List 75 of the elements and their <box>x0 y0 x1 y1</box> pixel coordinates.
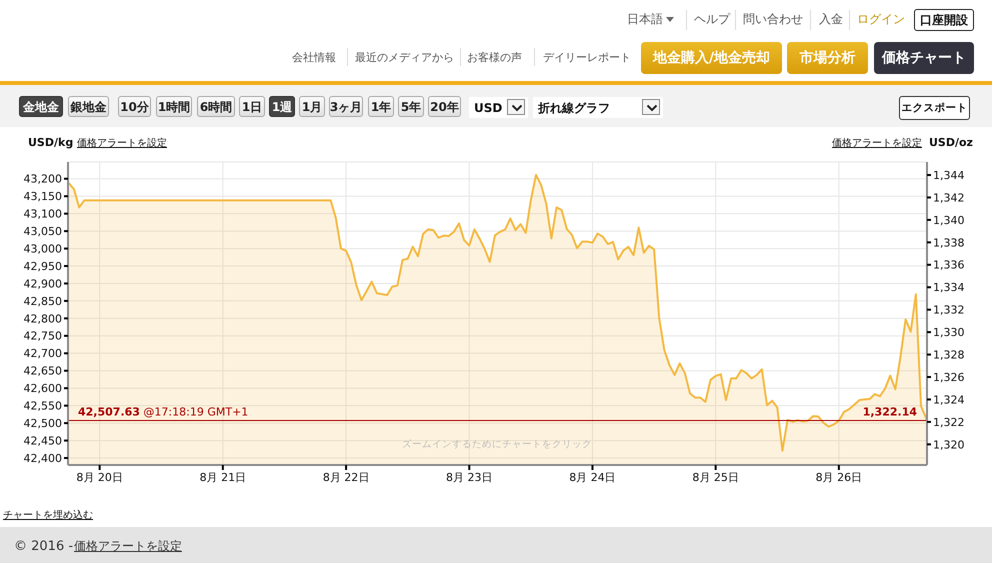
y2-tick-label: 1,324 <box>933 393 964 406</box>
x-tick-label: 8月 20日 <box>76 470 123 484</box>
y-tick-label: 42,950 <box>24 260 62 273</box>
y-tick-label: 42,600 <box>24 382 62 396</box>
text: 価格アラートを設定 <box>832 137 922 151</box>
y2-tick-label: 1,344 <box>933 168 964 182</box>
annotation: ズームインするためにチャートをクリック <box>402 438 592 452</box>
text: お客様の声 <box>467 50 522 65</box>
x-tick-label: 8月 23日 <box>446 470 493 484</box>
x-tick-label: 8月 21日 <box>200 470 246 484</box>
y-tick-label: 43,050 <box>24 225 62 238</box>
y-tick-label: 42,800 <box>24 312 62 326</box>
text: 20年 <box>428 96 461 117</box>
text: © 2016 - <box>14 538 74 554</box>
text: 入金 <box>819 11 843 27</box>
text: 価格アラートを設定 <box>74 538 182 554</box>
text: 1週 <box>269 96 295 117</box>
text: デイリーレポート <box>543 50 631 65</box>
text: 最近のメディアから <box>355 50 454 65</box>
text: 3ヶ月 <box>329 96 363 117</box>
y-tick-label: 43,150 <box>24 190 62 204</box>
text: 6時間 <box>197 96 235 117</box>
text: ログイン <box>857 11 905 27</box>
text: 1月 <box>299 96 325 117</box>
text: チャートを埋め込む <box>3 509 93 523</box>
y-tick-label: 43,200 <box>24 172 62 186</box>
y2-tick-label: 1,336 <box>933 258 964 272</box>
y2-tick-label: 1,334 <box>933 281 964 294</box>
y-tick-label: 43,000 <box>24 242 62 256</box>
y-tick-label: 42,750 <box>24 330 62 343</box>
y2-tick-label: 1,326 <box>933 370 964 384</box>
text: 価格チャート <box>874 42 974 74</box>
text: 10分 <box>118 96 151 117</box>
ref-line-label: 42,507.63 @17:18:19 GMT+1 <box>78 405 248 418</box>
y2-tick-label: 1,320 <box>933 438 964 452</box>
text: 1年 <box>368 96 394 117</box>
text: 市場分析 <box>787 42 868 74</box>
text: USD <box>474 100 502 116</box>
y-tick-label: 43,100 <box>24 208 62 221</box>
text: 1日 <box>239 96 265 117</box>
y-tick-label: 42,450 <box>24 434 62 448</box>
y2-tick-label: 1,338 <box>933 236 964 250</box>
x-tick-label: 8月 26日 <box>816 470 862 484</box>
text: エクスポート <box>899 96 970 120</box>
text: 日本語 <box>627 11 663 27</box>
text: 金地金 <box>19 96 63 117</box>
y-tick-label: 42,700 <box>24 347 62 360</box>
text: 会社情報 <box>292 50 336 65</box>
y-tick-label: 42,500 <box>24 417 62 430</box>
text: 問い合わせ <box>743 11 803 27</box>
annotation: 1,322.14 <box>862 405 918 418</box>
text: 価格アラートを設定 <box>77 137 167 151</box>
y-tick-label: 42,850 <box>24 294 62 308</box>
y2-tick-label: 1,340 <box>933 214 964 227</box>
text: ヘルプ <box>694 11 730 27</box>
y-tick-label: 42,900 <box>24 277 62 290</box>
y2-tick-label: 1,322 <box>933 416 964 429</box>
y2-tick-label: 1,342 <box>933 191 964 204</box>
text: 5年 <box>398 96 424 117</box>
y2-tick-label: 1,330 <box>933 326 964 340</box>
text: 地金購入/地金売却 <box>641 42 782 74</box>
x-tick-label: 8月 24日 <box>569 470 616 484</box>
y2-tick-label: 1,328 <box>933 348 964 362</box>
y2-tick-label: 1,332 <box>933 304 964 317</box>
y-axis-title: USD/kg <box>28 136 74 149</box>
x-tick-label: 8月 22日 <box>322 470 370 484</box>
x-tick-label: 8月 25日 <box>692 470 739 484</box>
y-tick-label: 42,650 <box>24 364 62 378</box>
y-tick-label: 42,400 <box>24 452 62 465</box>
y-tick-label: 42,550 <box>24 400 62 413</box>
text: 銀地金 <box>68 96 109 117</box>
y2-axis-title: USD/oz <box>929 136 973 149</box>
text: 1時間 <box>156 96 192 117</box>
text: 口座開設 <box>914 9 974 31</box>
text: 折れ線グラフ <box>538 100 610 116</box>
